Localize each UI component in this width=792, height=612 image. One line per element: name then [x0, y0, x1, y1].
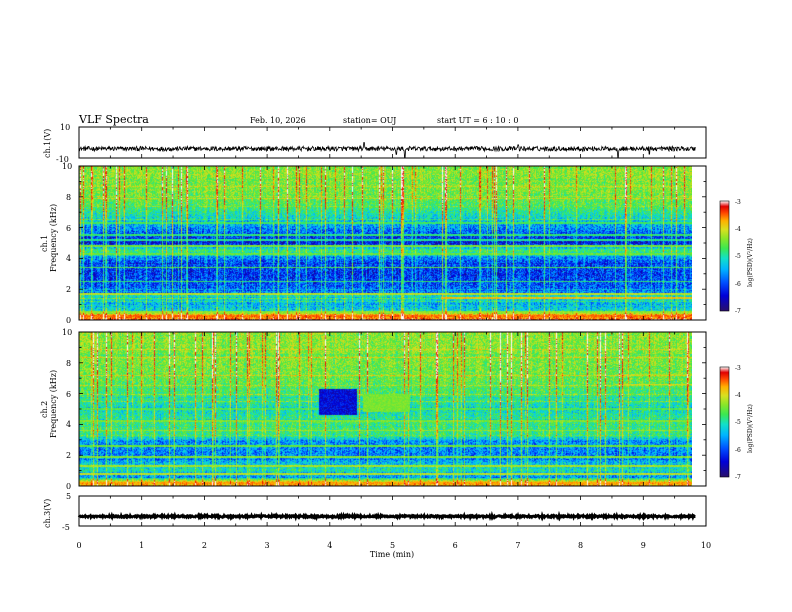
- start-time-label: start UT = 6 : 10 : 0: [437, 116, 518, 125]
- ch2-colorbar-tick: -3: [735, 365, 741, 372]
- ch2-colorbar-label: log(PSD)(V²/Hz): [747, 404, 754, 453]
- ch3-waveform-trace: [77, 510, 696, 522]
- xtick-label: 6: [453, 541, 458, 550]
- ch2-spectrogram-panel: 0 2 4 6 8 10 ch.2 Frequency (kHz): [40, 328, 707, 491]
- xtick-label: 4: [327, 541, 332, 550]
- ch1-ytick-top: 10: [60, 123, 70, 132]
- xtick-label: 3: [265, 541, 270, 550]
- xtick-label: 2: [202, 541, 207, 550]
- ch1-spectrogram-panel: 0 2 4 6 8 10 ch.1 Frequency (kHz): [40, 162, 707, 325]
- ch2-colorbar-tick: -4: [735, 392, 741, 399]
- time-axis: 0 1 2 3 4 5 6 7 8 9 10 Time (min): [76, 541, 711, 559]
- ch2-ytick-label: 6: [66, 390, 71, 399]
- ch1-spectrogram-ylabel: Frequency (kHz): [49, 204, 58, 272]
- ch2-yticks: 0 2 4 6 8 10: [62, 328, 72, 491]
- ch2-ytick-label: 10: [62, 328, 72, 337]
- ch3-ylabel: ch.3(V): [43, 499, 52, 528]
- ch3-waveform-frame: [78, 495, 707, 527]
- ch1-spectrogram-ylabel-channel: ch.1: [40, 235, 49, 252]
- ch2-colorbar: -3 -4 -5 -6 -7 log(PSD)(V²/Hz): [719, 365, 754, 481]
- ch2-ytick-label: 2: [66, 451, 71, 460]
- ch1-colorbar-tick: -3: [735, 199, 741, 206]
- xtick-label: 0: [76, 541, 81, 550]
- date-label: Feb. 10, 2026: [250, 116, 306, 125]
- ch1-ylabel: ch.1(V): [43, 129, 52, 158]
- ch1-ytick-label: 8: [66, 193, 71, 202]
- ch1-ytick-label: 2: [66, 285, 71, 294]
- xaxis-label: Time (min): [370, 550, 414, 559]
- ch2-ytick-label: 0: [66, 482, 71, 491]
- ch1-ytick-bottom: -10: [56, 155, 69, 164]
- ch1-waveform-panel: 10 -10 ch.1(V): [43, 123, 707, 164]
- xtick-label: 10: [701, 541, 711, 550]
- ch3-ytick-bottom: -5: [62, 523, 70, 532]
- ch1-waveform-trace: [79, 142, 696, 159]
- time-tick-marks: [78, 127, 707, 526]
- ch1-colorbar: -3 -4 -5 -6 -7 log(PSD)(V²/Hz): [719, 199, 754, 315]
- ch1-colorbar-tick: -5: [735, 253, 741, 260]
- ch1-ytick-label: 4: [66, 254, 71, 263]
- ch1-colorbar-label: log(PSD)(V²/Hz): [747, 238, 754, 287]
- ch2-colorbar-gradient: [719, 366, 730, 478]
- xtick-label: 9: [641, 541, 646, 550]
- ch1-colorbar-tick: -7: [735, 308, 741, 315]
- ch3-waveform-panel: 5 -5 ch.3(V): [43, 492, 707, 532]
- ch1-colorbar-tick: -6: [735, 281, 741, 288]
- xtick-label: 8: [578, 541, 583, 550]
- xtick-label: 1: [139, 541, 144, 550]
- ch1-colorbar-tick: -4: [735, 226, 741, 233]
- ch2-spectrogram-ylabel-channel: ch.2: [40, 401, 49, 418]
- ch3-ytick-top: 5: [66, 492, 71, 501]
- xtick-label: 7: [515, 541, 520, 550]
- xtick-label: 5: [390, 541, 395, 550]
- figure-title: VLF Spectra: [78, 113, 149, 126]
- station-label: station= OUJ: [343, 116, 396, 125]
- ch2-colorbar-tick: -6: [735, 447, 741, 454]
- ch1-ytick-label: 0: [66, 316, 71, 325]
- ch1-ytick-label: 10: [62, 162, 72, 171]
- ch1-ytick-label: 6: [66, 224, 71, 233]
- ch2-colorbar-tick: -7: [735, 474, 741, 481]
- ch2-ytick-label: 4: [66, 420, 71, 429]
- ch1-colorbar-gradient: [719, 200, 730, 312]
- ch1-yticks: 0 2 4 6 8 10: [62, 162, 72, 325]
- ch2-colorbar-tick: -5: [735, 419, 741, 426]
- ch1-waveform-frame: [78, 126, 707, 159]
- ch2-spectrogram-ylabel: Frequency (kHz): [49, 370, 58, 438]
- ch2-ytick-label: 8: [66, 359, 71, 368]
